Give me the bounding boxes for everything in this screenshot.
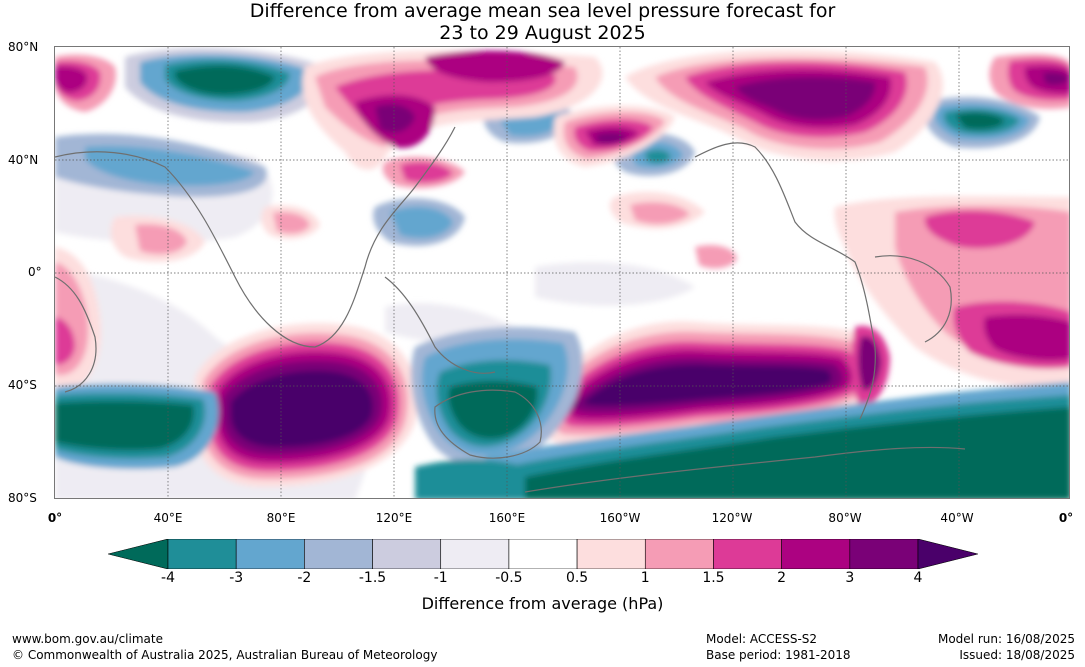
colorbar-tick-label: -4 (161, 570, 175, 586)
base-period: Base period: 1981-2018 (706, 648, 851, 662)
model-run-date: Model run: 16/08/2025 (937, 632, 1075, 646)
colorbar-tick-label: -0.5 (495, 570, 523, 586)
lat-label-80n: 80°N (8, 40, 39, 54)
lat-label-80s: 80°S (8, 491, 37, 505)
lon-label-160w: 160°W (599, 511, 641, 525)
colorbar-segment (235, 538, 305, 570)
colorbar-tick-label: 1 (640, 570, 650, 586)
colorbar-segment (167, 538, 237, 570)
lon-label-0-left: 0° (47, 511, 63, 525)
colorbar-tick-label: -1.5 (358, 570, 387, 586)
colorbar-segment (713, 538, 782, 570)
lon-label-40e: 40°E (153, 511, 183, 525)
colorbar (107, 538, 979, 570)
lat-label-40s: 40°S (8, 378, 37, 392)
map-canvas (55, 47, 1069, 498)
copyright-text: © Commonwealth of Australia 2025, Austra… (12, 648, 438, 662)
colorbar-segment (576, 538, 646, 570)
pressure-anomaly-map (54, 46, 1070, 499)
lat-label-equator: 0° (28, 265, 42, 279)
lon-label-120e: 120°E (375, 511, 413, 525)
colorbar-segment (508, 538, 578, 570)
colorbar-tick-label: -3 (229, 570, 244, 586)
colorbar-high-extend (917, 538, 979, 570)
colorbar-graphic (107, 538, 979, 570)
colorbar-segment (781, 538, 851, 570)
colorbar-segment (849, 538, 919, 570)
lon-label-120w: 120°W (711, 511, 753, 525)
map-title-line-1: Difference from average mean sea level p… (249, 0, 836, 22)
colorbar-segment (372, 538, 442, 570)
colorbar-tick-label: 3 (845, 570, 855, 586)
colorbar-tick-label: -2 (297, 570, 312, 586)
map-title-line-2: 23 to 29 August 2025 (439, 22, 646, 44)
lon-label-80w: 80°W (828, 511, 862, 525)
colorbar-segment (440, 538, 510, 570)
colorbar-segment (644, 538, 714, 570)
colorbar-tick-label: 1.5 (702, 570, 725, 586)
colorbar-tick-label: 0.5 (565, 570, 589, 586)
model-name: Model: ACCESS-S2 (706, 632, 818, 646)
lon-label-80e: 80°E (266, 511, 296, 525)
lon-label-40w: 40°W (940, 511, 974, 525)
website-link[interactable]: www.bom.gov.au/climate (12, 632, 163, 646)
lat-label-40n: 40°N (8, 153, 39, 167)
lon-label-160e: 160°E (488, 511, 526, 525)
colorbar-tick-label: 2 (777, 570, 787, 586)
colorbar-segment (304, 538, 373, 570)
colorbar-tick-label: 4 (913, 570, 923, 586)
colorbar-label: Difference from average (hPa) (421, 594, 664, 613)
colorbar-low-extend (107, 538, 169, 570)
issued-date: Issued: 18/08/2025 (959, 648, 1075, 662)
lon-label-0-right: 0° (1058, 511, 1074, 525)
colorbar-tick-label: -1 (433, 570, 448, 586)
